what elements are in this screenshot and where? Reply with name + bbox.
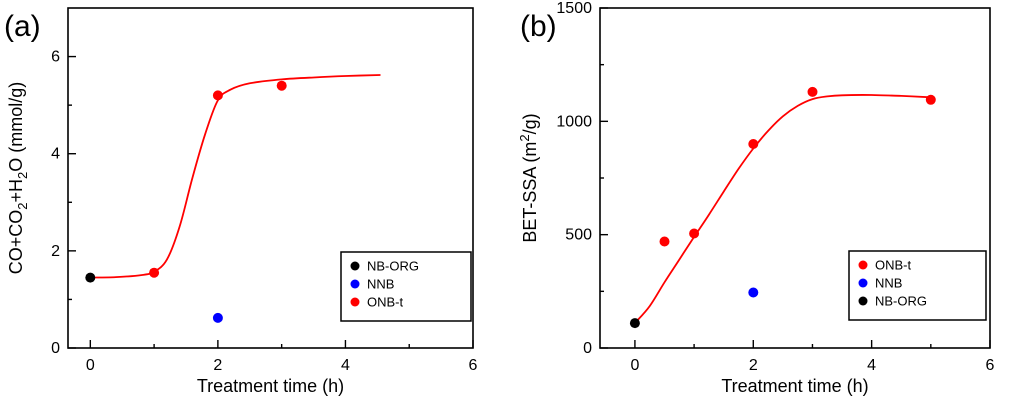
- data-point-nnb: [748, 287, 759, 298]
- y-tick-label: 1000: [556, 113, 592, 130]
- legend-box: [340, 251, 472, 322]
- x-tick-label: 6: [986, 357, 995, 374]
- legend-swatch-nnb: [350, 279, 360, 289]
- x-axis-title: Treatment time (h): [197, 376, 344, 396]
- legend-swatch-onb-t: [350, 297, 360, 307]
- chart-b-svg: (b) 0 2 4 6 0 500 1000 1500 Treatment time (h) BET…: [517, 0, 995, 396]
- panel-tag: (b): [520, 10, 557, 43]
- legend-box: [848, 250, 987, 321]
- legend-swatch-nb-org: [858, 296, 868, 306]
- data-point-nb-org: [629, 318, 640, 329]
- panel-a: (a) 0 2 4 6 0 2 4 6 Treatment time (h) CO+CO2+H2O …: [4, 7, 478, 396]
- y-tick-label: 2: [51, 243, 60, 260]
- panel-tag: (a): [4, 10, 41, 43]
- x-tick-label: 4: [867, 357, 876, 374]
- x-tick-label: 6: [469, 357, 478, 374]
- x-axis-title: Treatment time (h): [721, 376, 868, 396]
- x-tick-label: 0: [630, 357, 639, 374]
- legend-label-onb-t: ONB-t: [367, 295, 404, 310]
- legend-label-onb-t: ONB-t: [875, 258, 912, 273]
- plot-border: [67, 7, 474, 349]
- data-point-onb-t: [276, 80, 287, 91]
- x-tick-label: 0: [86, 357, 95, 374]
- y-axis-title: BET-SSA (m2/g): [517, 113, 540, 242]
- data-point-nnb: [212, 312, 223, 323]
- y-tick-label: 4: [51, 146, 60, 163]
- panel-b: (b) 0 2 4 6 0 500 1000 1500 Treatment time (h) BET…: [512, 0, 1024, 411]
- data-point-onb-t: [748, 139, 759, 149]
- x-tick-label: 2: [749, 357, 758, 374]
- y-tick-label: 500: [565, 227, 592, 244]
- legend-label-nnb: NNB: [367, 277, 394, 292]
- y-tick-label: 1500: [556, 0, 592, 17]
- data-point-onb-t: [807, 86, 818, 97]
- x-tick-label: 2: [213, 357, 222, 374]
- data-point-onb-t: [659, 236, 670, 247]
- chart-a-svg: (a) 0 2 4 6 0 2 4 6 Treatment time (h) CO+CO2+H2O …: [4, 7, 478, 396]
- data-point-onb-t: [149, 267, 160, 278]
- y-tick-label: 0: [583, 340, 592, 357]
- data-point-onb-t: [925, 94, 936, 105]
- y-tick-label: 6: [51, 49, 60, 66]
- legend-label-nb-org: NB-ORG: [875, 294, 927, 309]
- x-tick-label: 4: [341, 357, 350, 374]
- data-point-onb-t: [212, 90, 223, 101]
- fit-curve: [90, 74, 381, 279]
- legend-swatch-nb-org: [350, 261, 360, 271]
- legend-swatch-onb-t: [858, 260, 868, 270]
- legend-swatch-nnb: [858, 278, 868, 288]
- data-point-onb-t: [689, 228, 700, 239]
- legend-label-nnb: NNB: [875, 276, 902, 291]
- fit-curve: [634, 94, 931, 324]
- y-tick-label: 0: [51, 340, 60, 357]
- data-point-nb-org: [85, 272, 96, 283]
- legend-label-nb-org: NB-ORG: [367, 259, 419, 274]
- y-axis-title: CO+CO2+H2O (mmol/g): [6, 82, 30, 275]
